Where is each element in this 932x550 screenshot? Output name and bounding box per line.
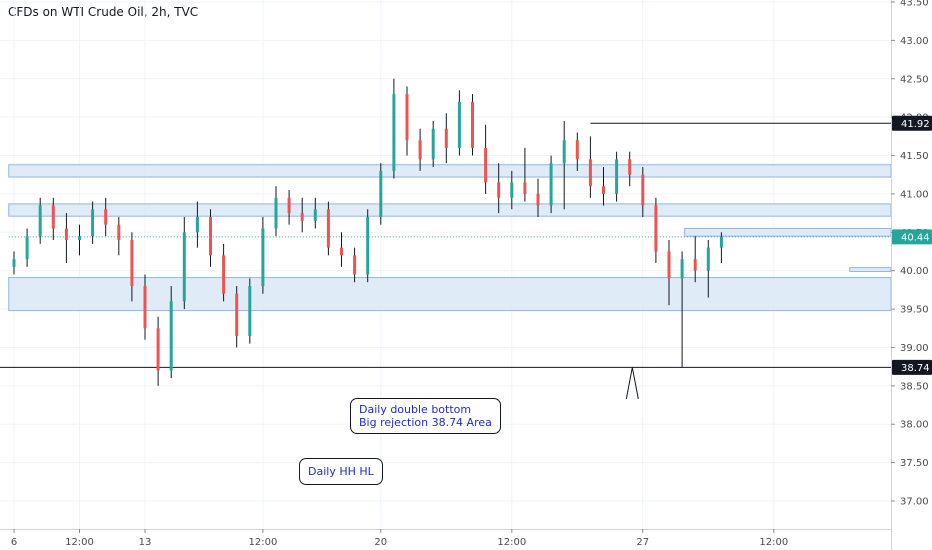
zone-2 [8, 277, 892, 312]
x-tick-label: 20 [374, 537, 387, 548]
candle-body-29 [392, 94, 396, 171]
candle-body-31 [418, 140, 422, 160]
candle-body-5 [78, 236, 81, 240]
y-tick-label: 38.00 [900, 420, 929, 431]
price-label-0: 41.92 [901, 119, 930, 130]
candle-body-54 [719, 236, 723, 248]
candle-body-46 [615, 159, 619, 194]
candle-body-45 [602, 186, 605, 194]
zone-4 [849, 267, 892, 272]
x-tick-label: 6 [11, 537, 17, 548]
candle-body-47 [628, 159, 632, 175]
y-tick-label: 43.00 [900, 36, 929, 47]
x-tick-label: 12:00 [65, 537, 94, 548]
candle-body-3 [51, 205, 55, 229]
zone-3 [684, 227, 892, 237]
candle-body-8 [117, 224, 121, 240]
y-tick-label: 41.00 [900, 189, 929, 200]
candle-body-23 [313, 209, 317, 221]
candle-body-22 [300, 213, 304, 221]
candle-body-19 [261, 228, 265, 287]
candle-body-27 [366, 216, 370, 275]
annotation-daily-hh-hl[interactable]: Daily HH HL [299, 458, 383, 485]
candle-body-13 [182, 232, 186, 302]
x-tick-label: 13 [139, 537, 152, 548]
candle-body-7 [104, 209, 108, 225]
candle-body-39 [523, 182, 527, 194]
candle-body-50 [667, 251, 671, 279]
candle-body-43 [575, 140, 579, 160]
y-tick-label: 39.00 [900, 343, 929, 354]
candle-body-35 [471, 101, 474, 148]
candle-body-40 [536, 193, 540, 206]
x-tick-label: 27 [636, 537, 649, 548]
candle-body-38 [510, 182, 514, 198]
candle-body-18 [248, 286, 252, 336]
annotation-double-bottom[interactable]: Daily double bottom Big rejection 38.74 … [350, 398, 501, 434]
candle-body-9 [130, 239, 134, 287]
y-tick-label: 42.50 [900, 74, 929, 85]
candle-body-53 [706, 247, 710, 271]
candle-body-11 [156, 328, 160, 371]
x-tick-label: 12:00 [497, 537, 526, 548]
price-label-bg-1 [892, 229, 932, 245]
candle-body-12 [169, 301, 173, 371]
chart-title: CFDs on WTI Crude Oil, 2h, TVC [8, 5, 199, 19]
candle-body-2 [38, 205, 42, 237]
x-tick-label: 12:00 [248, 537, 277, 548]
time-axis[interactable]: 6 12:00 13 12:00 20 12:00 27 12:00 [11, 529, 788, 548]
candle-body-17 [235, 293, 239, 336]
candle-body-33 [444, 128, 448, 148]
candle-body-37 [497, 182, 501, 198]
candle-body-51 [680, 259, 684, 279]
price-axis[interactable]: 43.5043.0042.5042.0041.5041.0040.5040.00… [891, 0, 929, 508]
candle-body-28 [379, 170, 383, 217]
candle-body-25 [340, 247, 343, 256]
candle-body-49 [654, 205, 658, 252]
candles [12, 78, 723, 386]
zone-0 [8, 164, 892, 178]
candle-body-36 [484, 147, 488, 183]
y-tick-label: 39.50 [900, 305, 929, 316]
candle-body-32 [431, 128, 435, 160]
price-label-bg-2 [892, 359, 932, 375]
horizontal-lines [0, 122, 891, 368]
price-labels: 41.92 40.44 38.74 [892, 115, 932, 375]
candle-body-15 [209, 216, 212, 256]
candle-body-48 [641, 174, 645, 206]
y-tick-label: 43.50 [900, 0, 929, 9]
candle-body-4 [64, 228, 68, 240]
price-label-2: 38.74 [901, 363, 930, 374]
grid [0, 0, 891, 529]
candle-body-14 [195, 216, 199, 233]
y-tick-label: 37.50 [900, 458, 929, 469]
x-tick-label: 12:00 [759, 537, 788, 548]
price-label-bg-0 [892, 115, 932, 131]
callout-pointer [625, 367, 639, 400]
callout-tail [625, 367, 639, 400]
candle-body-52 [693, 259, 697, 271]
candle-body-41 [549, 163, 553, 206]
candle-body-30 [405, 94, 409, 141]
candle-body-0 [12, 259, 16, 267]
price-label-1: 40.44 [901, 232, 930, 243]
candle-body-16 [222, 255, 226, 294]
candle-body-6 [91, 209, 95, 237]
y-tick-label: 38.50 [900, 381, 929, 392]
candle-body-44 [588, 159, 592, 187]
candle-body-21 [287, 197, 291, 214]
y-tick-label: 41.50 [900, 151, 929, 162]
candle-body-26 [353, 255, 357, 275]
candle-body-10 [143, 286, 147, 329]
candle-body-34 [457, 101, 461, 148]
zones [8, 164, 892, 312]
candle-body-1 [25, 236, 29, 260]
zone-1 [8, 203, 892, 217]
candle-body-42 [562, 140, 566, 164]
y-tick-label: 40.00 [900, 266, 929, 277]
candle-body-20 [274, 197, 278, 229]
candle-body-24 [326, 209, 330, 248]
y-tick-label: 37.00 [900, 497, 929, 508]
